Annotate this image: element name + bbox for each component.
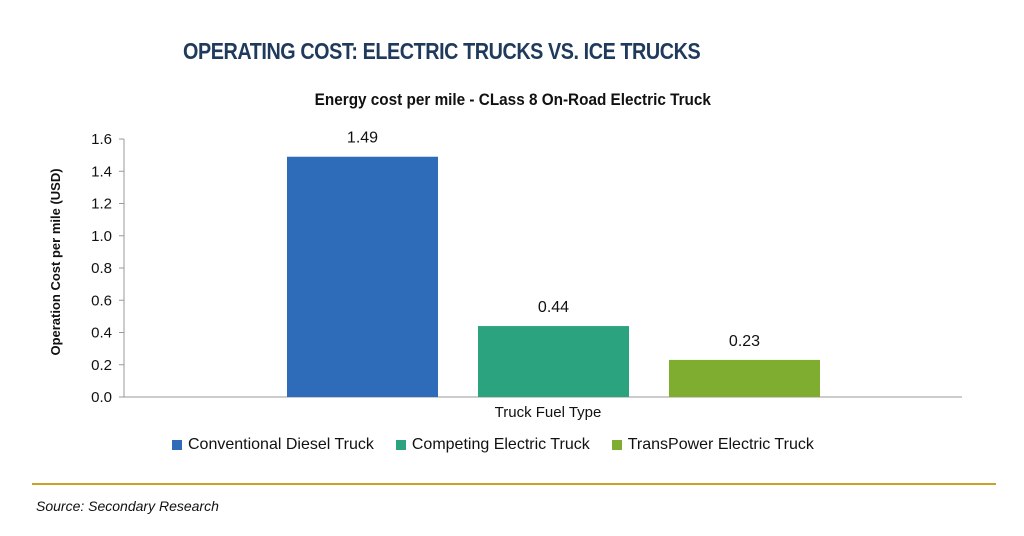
- y-tick-label: 1.6: [91, 131, 112, 148]
- bar-transpower-electric-truck: [669, 359, 820, 397]
- source-note: Source: Secondary Research: [36, 498, 219, 514]
- legend-swatch-competing-electric: [395, 440, 406, 450]
- page-title: OPERATING COST: ELECTRIC TRUCKS VS. ICE …: [183, 38, 701, 64]
- legend-item-transpower-electric: TransPower Electric Truck: [611, 436, 814, 454]
- y-tick-label: 0.4: [91, 325, 112, 342]
- y-tick-label: 1.2: [91, 196, 112, 213]
- y-tick-label: 0.0: [91, 389, 112, 406]
- bars: [287, 156, 820, 397]
- y-tick-label: 0.8: [91, 260, 112, 277]
- legend-item-competing-electric: Competing Electric Truck: [395, 436, 590, 454]
- data-label: 0.44: [538, 299, 569, 316]
- bar-chart: 0.0 0.2 0.4 0.6 0.8 1.0 1.2 1.4 1.6 1.49 0.44 0.23…: [48, 130, 962, 421]
- y-tick-label: 0.2: [91, 357, 112, 374]
- legend-item-diesel: Conventional Diesel Truck: [172, 436, 374, 454]
- legend-swatch-diesel: [172, 440, 182, 450]
- chart-title: Energy cost per mile - CLass 8 On-Road E…: [314, 90, 711, 109]
- legend-swatch-transpower-electric: [611, 440, 622, 450]
- data-labels: 1.49 0.44 0.23: [347, 130, 760, 350]
- legend: Conventional Diesel Truck Competing Elec…: [172, 436, 836, 454]
- legend-label-competing-electric: Competing Electric Truck: [411, 436, 590, 453]
- y-axis-label: Operation Cost per mile (USD): [48, 168, 63, 355]
- x-axis-label: Truck Fuel Type: [495, 404, 602, 421]
- bar-conventional-diesel-truck: [287, 156, 438, 397]
- bar-competing-electric-truck: [478, 326, 629, 397]
- divider: [32, 483, 996, 485]
- y-axis: 0.0 0.2 0.4 0.6 0.8 1.0 1.2 1.4 1.6: [91, 131, 962, 406]
- y-tick-label: 1.4: [91, 163, 112, 180]
- data-label: 1.49: [347, 130, 378, 147]
- legend-label-transpower-electric: TransPower Electric Truck: [627, 436, 814, 453]
- data-label: 0.23: [729, 333, 760, 350]
- y-tick-label: 0.6: [91, 292, 112, 309]
- legend-label-diesel: Conventional Diesel Truck: [188, 436, 374, 453]
- y-tick-label: 1.0: [91, 228, 112, 245]
